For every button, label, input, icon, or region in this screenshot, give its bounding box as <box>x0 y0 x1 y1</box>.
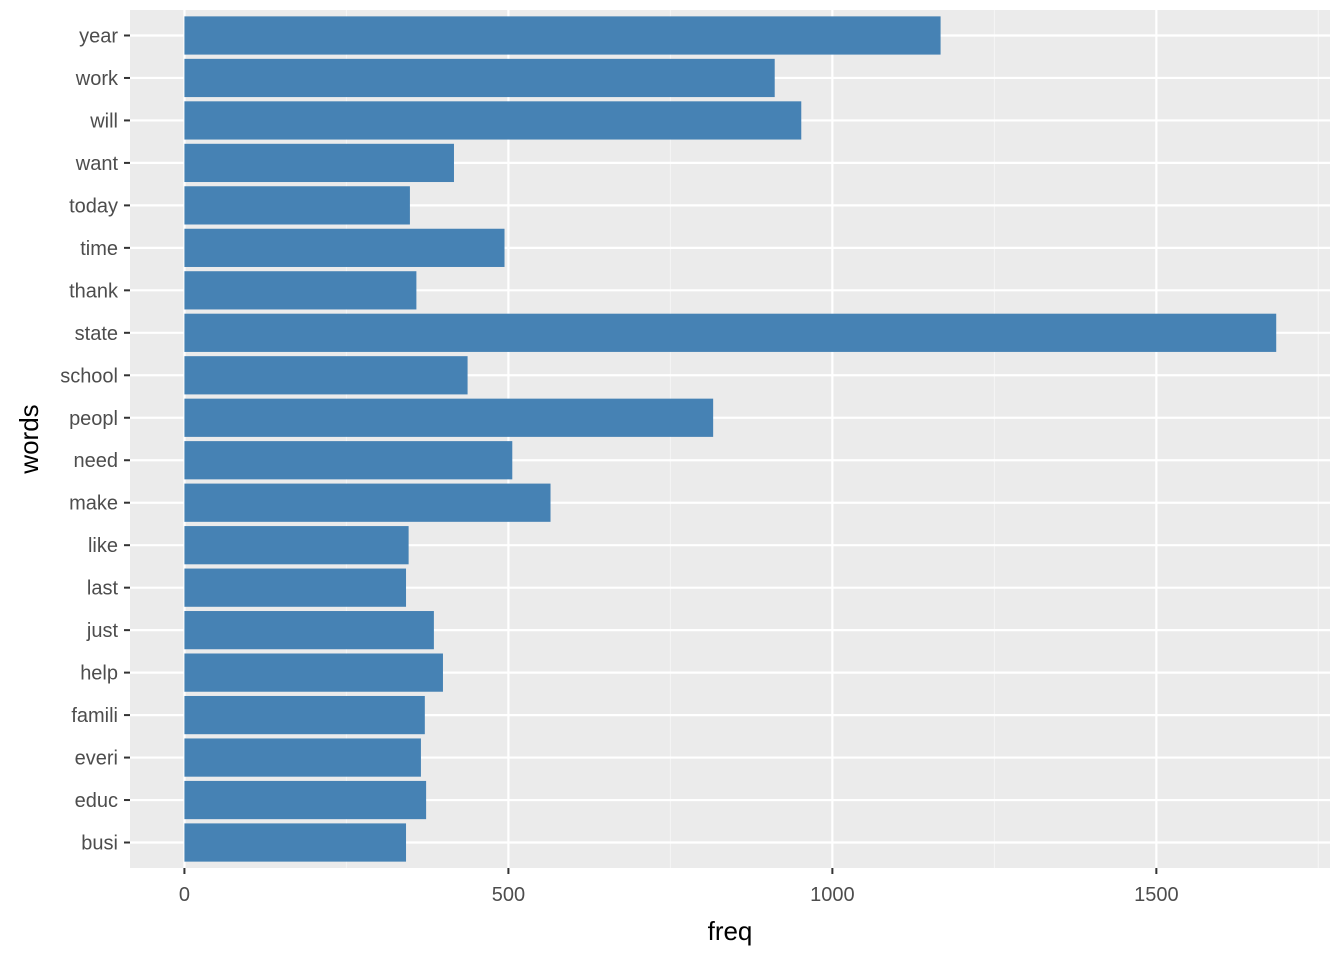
y-tick-label: today <box>69 195 118 217</box>
y-tick-label: will <box>89 110 118 132</box>
x-tick-label: 500 <box>492 884 525 906</box>
bar-school <box>184 356 468 395</box>
bar-work <box>184 58 775 98</box>
bar-help <box>184 653 443 692</box>
x-axis-title: freq <box>708 916 753 946</box>
y-tick-label: work <box>75 68 119 90</box>
y-tick-label: want <box>75 153 119 175</box>
bar-thank <box>184 271 417 310</box>
y-tick-label: help <box>80 663 118 685</box>
bar-peopl <box>184 398 714 437</box>
y-axis: busi educ everi famili help just last like make n… <box>60 25 130 855</box>
bar-year <box>184 16 941 55</box>
y-tick-label: like <box>88 535 118 557</box>
bar-last <box>184 568 407 607</box>
y-tick-label: school <box>60 365 118 387</box>
bars-group <box>184 16 1277 862</box>
bar-educ <box>184 780 427 820</box>
bar-like <box>184 526 409 565</box>
x-tick-label: 1500 <box>1134 884 1179 906</box>
y-axis-title: words <box>14 404 44 474</box>
bar-time <box>184 228 505 267</box>
bar-state <box>184 313 1277 352</box>
x-tick-label: 1000 <box>810 884 855 906</box>
y-tick-label: everi <box>75 748 118 770</box>
y-tick-label: thank <box>69 280 119 302</box>
y-tick-label: peopl <box>69 408 118 430</box>
y-tick-label: year <box>79 25 118 47</box>
y-tick-label: busi <box>81 833 118 855</box>
y-tick-label: educ <box>75 790 118 812</box>
y-tick-label: last <box>87 578 119 600</box>
bar-want <box>184 143 454 183</box>
x-tick-label: 0 <box>179 884 190 906</box>
y-tick-label: just <box>86 620 119 642</box>
y-tick-label: time <box>80 238 118 260</box>
y-tick-label: famili <box>71 705 118 727</box>
y-tick-label: make <box>69 493 118 515</box>
y-tick-label: need <box>74 450 119 472</box>
x-axis: 0 500 1000 1500 <box>179 868 1179 906</box>
y-tick-label: state <box>75 323 118 345</box>
bar-need <box>184 441 513 480</box>
bar-busi <box>184 823 407 862</box>
bar-today <box>184 186 410 225</box>
bar-make <box>184 483 551 522</box>
bar-famili <box>184 695 425 735</box>
bar-just <box>184 611 434 650</box>
bar-will <box>184 101 802 140</box>
bar-everi <box>184 738 421 777</box>
